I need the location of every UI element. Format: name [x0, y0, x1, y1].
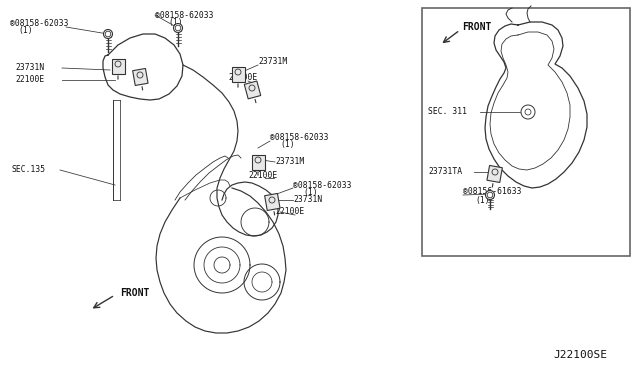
Text: 23731N: 23731N	[15, 64, 44, 73]
FancyBboxPatch shape	[252, 154, 264, 170]
FancyBboxPatch shape	[111, 58, 125, 74]
Text: ®08158-62033: ®08158-62033	[293, 180, 351, 189]
Text: ®08156-61633: ®08156-61633	[463, 187, 522, 196]
FancyBboxPatch shape	[244, 81, 260, 99]
Text: J22100SE: J22100SE	[553, 350, 607, 360]
Text: SEC. 311: SEC. 311	[428, 108, 467, 116]
Text: (1): (1)	[18, 26, 33, 35]
FancyArrowPatch shape	[255, 99, 256, 103]
Circle shape	[173, 23, 182, 32]
Text: (1): (1)	[303, 187, 317, 196]
FancyBboxPatch shape	[132, 68, 148, 86]
Circle shape	[486, 190, 495, 199]
Text: (1): (1)	[475, 196, 490, 205]
FancyBboxPatch shape	[265, 193, 280, 211]
Text: 22100E: 22100E	[15, 76, 44, 84]
Text: (1): (1)	[168, 17, 182, 26]
Text: FRONT: FRONT	[462, 22, 492, 32]
Text: FRONT: FRONT	[120, 288, 149, 298]
Text: ®08158-62033: ®08158-62033	[155, 10, 214, 19]
Text: SEC.135: SEC.135	[12, 166, 46, 174]
Text: 22100E: 22100E	[248, 171, 277, 180]
Text: ®08158-62033: ®08158-62033	[270, 134, 328, 142]
Text: (1): (1)	[280, 141, 294, 150]
Text: 22100E: 22100E	[275, 208, 304, 217]
Text: 23731N: 23731N	[293, 196, 323, 205]
Text: 23731M: 23731M	[258, 58, 287, 67]
FancyBboxPatch shape	[232, 67, 244, 81]
Text: 22100E: 22100E	[228, 74, 257, 83]
Bar	[422, 8, 630, 256]
Text: 23731M: 23731M	[275, 157, 304, 167]
Text: ®08158-62033: ®08158-62033	[10, 19, 68, 29]
FancyBboxPatch shape	[487, 166, 502, 183]
Circle shape	[104, 29, 113, 38]
Text: 23731TA: 23731TA	[428, 167, 462, 176]
